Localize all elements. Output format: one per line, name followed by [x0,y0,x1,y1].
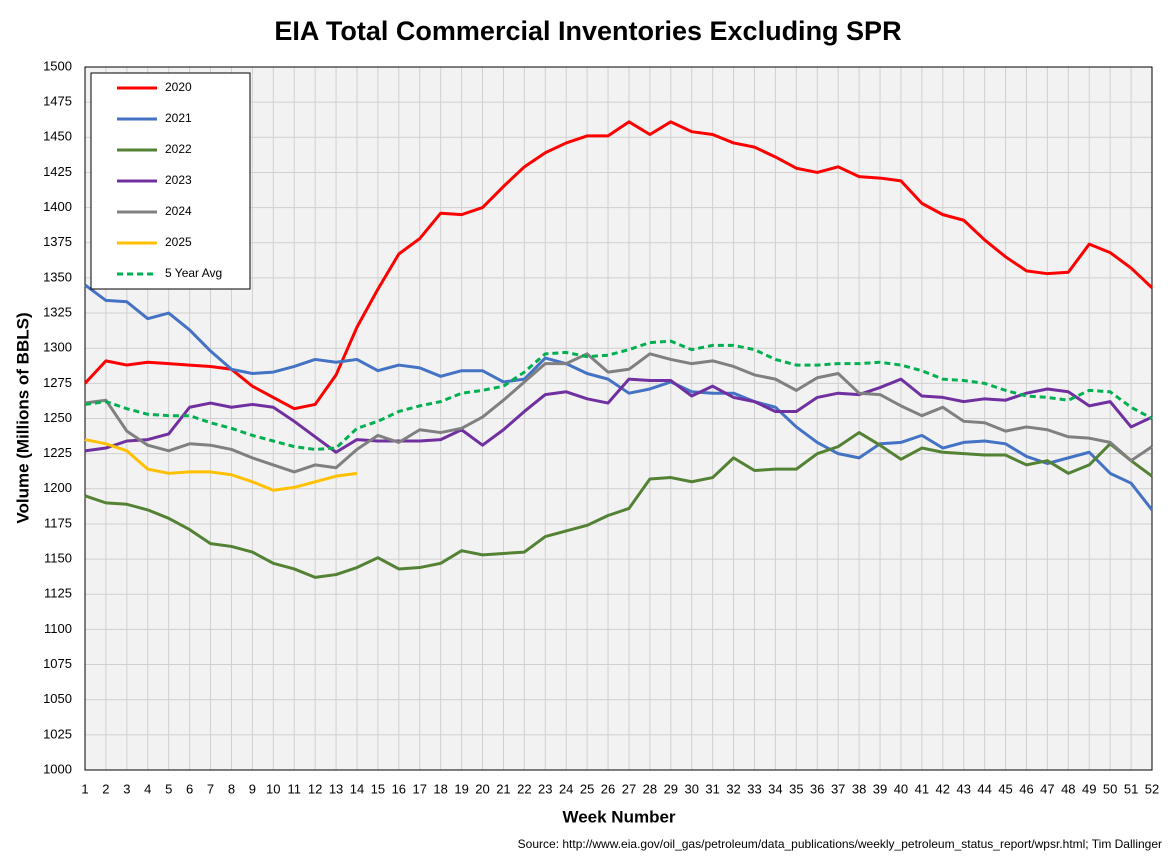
y-tick-label: 1100 [44,621,72,636]
series-line [83,120,1154,411]
x-tick-label: 15 [371,781,385,796]
series-line [84,431,1153,579]
series-line [84,352,1153,474]
y-tick-label: 1275 [43,375,72,390]
y-tick-label: 1475 [43,94,72,109]
x-tick-label: 12 [308,781,322,796]
x-tick-label: 6 [186,781,193,796]
x-tick-label: 51 [1124,781,1138,796]
x-tick-label: 33 [747,781,761,796]
x-tick-label: 29 [664,781,678,796]
x-tick-label: 47 [1040,781,1054,796]
x-tick-label: 45 [998,781,1012,796]
y-tick-label: 1225 [43,445,72,460]
x-tick-label: 11 [287,781,301,796]
legend-label: 2022 [165,142,192,156]
x-tick-label: 9 [249,781,256,796]
y-tick-label: 1325 [43,304,72,319]
x-tick-label: 7 [207,781,214,796]
x-tick-label: 31 [705,781,719,796]
y-axis-label: Volume (Millions of BBLS) [13,312,32,523]
x-tick-label: 38 [852,781,866,796]
legend-label: 2024 [165,204,192,218]
x-tick-label: 43 [956,781,970,796]
y-tick-label: 1000 [43,761,72,776]
x-tick-label: 37 [831,781,845,796]
y-tick-label: 1500 [43,58,72,73]
x-tick-label: 3 [123,781,130,796]
x-tick-label: 5 [165,781,172,796]
x-tick-label: 36 [810,781,824,796]
x-tick-label: 30 [684,781,698,796]
y-tick-label: 1400 [43,199,72,214]
legend-label: 2020 [165,80,192,94]
x-tick-label: 23 [538,781,552,796]
legend-label: 2021 [165,111,192,125]
x-tick-label: 13 [329,781,343,796]
y-tick-label: 1125 [44,586,72,601]
series-line [84,377,1153,454]
x-tick-label: 16 [392,781,406,796]
x-tick-label: 22 [517,781,531,796]
x-tick-label: 46 [1019,781,1033,796]
x-tick-label: 19 [454,781,468,796]
legend-label: 5 Year Avg [165,266,222,280]
x-tick-label: 40 [894,781,908,796]
source: Source: http://www.eia.gov/oil_gas/petro… [518,837,1162,851]
series-line [84,283,1154,511]
x-axis-label: Week Number [562,807,675,826]
x-tick-label: 34 [768,781,782,796]
x-tick-label: 20 [475,781,489,796]
y-tick-label: 1450 [43,129,72,144]
x-tick-label: 1 [81,781,88,796]
y-tick-label: 1200 [43,480,72,495]
x-tick-label: 25 [580,781,594,796]
x-tick-label: 4 [144,781,151,796]
legend-label: 2025 [165,235,192,249]
x-tick-label: 18 [433,781,447,796]
x-tick-label: 2 [102,781,109,796]
x-tick-label: 39 [873,781,887,796]
legend-label: 2023 [165,173,192,187]
x-tick-label: 8 [228,781,235,796]
x-tick-label: 27 [622,781,636,796]
x-tick-label: 48 [1061,781,1075,796]
y-tick-label: 1075 [43,656,72,671]
y-tick-label: 1375 [43,234,72,249]
y-tick-label: 1300 [43,340,72,355]
series-line [84,438,358,492]
x-tick-label: 52 [1145,781,1159,796]
y-tick-label: 1050 [43,691,72,706]
x-tick-label: 32 [726,781,740,796]
x-tick-label: 10 [266,781,280,796]
x-tick-label: 21 [496,781,510,796]
series-line [84,339,1153,451]
y-tick-label: 1350 [43,269,72,284]
x-tick-label: 24 [559,781,573,796]
x-tick-label: 28 [643,781,657,796]
x-tick-label: 35 [789,781,803,796]
x-tick-label: 17 [413,781,427,796]
chart-title: EIA Total Commercial Inventories Excludi… [274,16,901,46]
x-tick-label: 44 [977,781,991,796]
x-tick-label: 26 [601,781,615,796]
x-tick-label: 14 [350,781,364,796]
y-tick-label: 1175 [44,515,72,530]
y-tick-label: 1150 [44,551,72,566]
y-tick-label: 1250 [43,410,72,425]
x-tick-label: 49 [1082,781,1096,796]
x-tick-label: 50 [1103,781,1117,796]
y-tick-label: 1425 [43,164,72,179]
x-tick-label: 41 [915,781,929,796]
x-tick-label: 42 [936,781,950,796]
y-tick-label: 1025 [43,726,72,741]
